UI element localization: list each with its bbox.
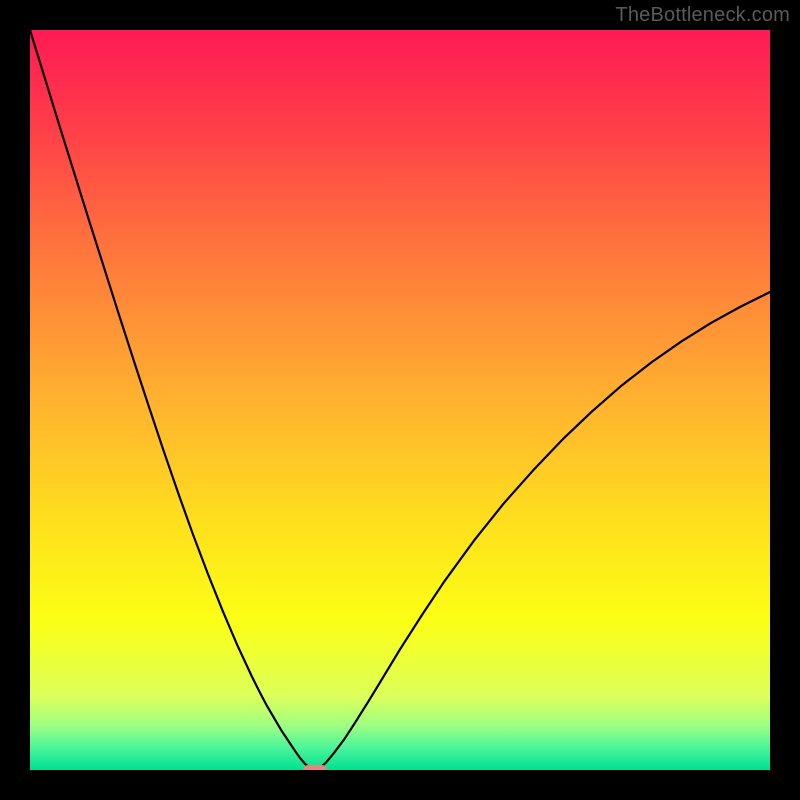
minimum-marker (303, 765, 327, 770)
plot-area (30, 30, 770, 770)
chart-canvas: TheBottleneck.com (0, 0, 800, 800)
watermark-text: TheBottleneck.com (615, 4, 790, 27)
bottleneck-curve (30, 30, 770, 770)
